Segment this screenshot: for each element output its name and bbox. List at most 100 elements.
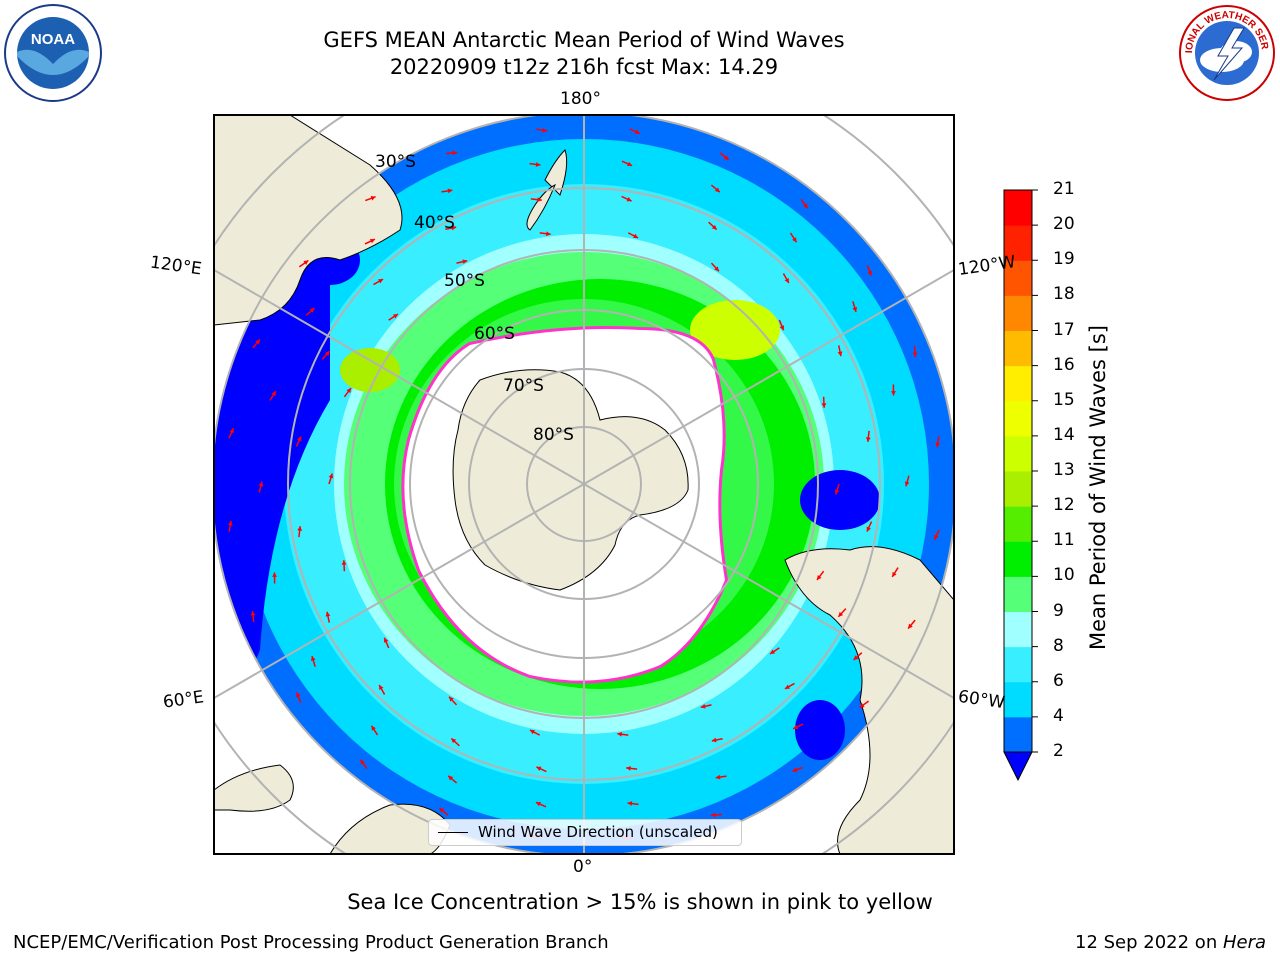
wind-wave-arrowhead — [700, 703, 706, 709]
wind-wave-arrowhead — [379, 684, 384, 690]
wind-wave-arrowhead — [448, 775, 454, 781]
wind-wave-arrowhead — [792, 767, 798, 772]
colorbar-block — [1004, 225, 1032, 261]
wind-wave-arrowhead — [904, 481, 910, 487]
colorbar-block — [1004, 190, 1032, 226]
wind-wave-arrowhead — [816, 575, 822, 580]
wind-wave-arrowhead — [803, 203, 808, 209]
wind-wave-arrowhead — [935, 442, 941, 448]
wind-wave-arrowhead — [626, 765, 631, 771]
footer-date-text: 12 Sep 2022 on — [1075, 932, 1223, 953]
wind-wave-arrowhead — [451, 738, 457, 744]
wind-wave-arrowhead — [821, 403, 827, 408]
wind-wave-arrowhead — [360, 759, 365, 765]
colorbar-block — [1004, 365, 1032, 402]
lon-label-0: 0° — [573, 857, 593, 877]
colorbar-tick-label: 11 — [1053, 530, 1075, 551]
wind-wave-arrowhead — [892, 571, 897, 577]
wind-wave-arrowhead — [908, 623, 913, 629]
wind-wave-arrowhead — [309, 308, 315, 313]
colorbar-block — [1004, 681, 1032, 718]
colorbar-block — [1004, 471, 1032, 507]
wind-wave-arrowhead — [852, 306, 858, 312]
noaa-logo: NOAA — [4, 4, 102, 102]
wind-wave-arrowhead — [439, 808, 445, 813]
wind-wave-arrowhead — [447, 188, 453, 194]
wind-wave-arrowhead — [303, 260, 309, 265]
wind-wave-arrowhead — [627, 161, 633, 167]
colorbar-tick-label: 8 — [1053, 635, 1064, 656]
wind-wave-arrowhead — [838, 611, 844, 617]
wind-wave-arrowhead — [297, 526, 303, 531]
lat-label-30s: 30°S — [375, 152, 416, 172]
wind-wave-arrowhead — [770, 649, 776, 654]
wind-wave-arrowhead — [792, 237, 797, 243]
wind-wave-arrowhead — [617, 731, 623, 737]
lat-label-80s: 80°S — [533, 425, 574, 445]
wind-wave-arrowhead — [272, 572, 277, 577]
lat-label-70s: 70°S — [503, 376, 544, 396]
footer-date: 12 Sep 2022 on Hera — [1075, 932, 1266, 953]
colorbar-block — [1004, 400, 1032, 437]
legend-line-swatch — [438, 832, 468, 833]
wind-wave-arrowhead — [346, 388, 352, 393]
graticule — [214, 115, 954, 854]
colorbar-tick-label: 15 — [1053, 389, 1075, 410]
colorbar-title: Mean Period of Wind Waves [s] — [1086, 325, 1110, 650]
wind-wave-arrowhead — [536, 766, 542, 771]
colorbar-block — [1004, 330, 1032, 367]
wind-wave-arrowhead — [324, 351, 330, 357]
wind-wave-arrowhead — [634, 129, 640, 134]
wind-wave-arrowhead — [891, 391, 896, 396]
wind-wave-arrowhead — [451, 225, 457, 231]
wind-wave-arrowhead — [867, 270, 872, 276]
wind-wave-arrowhead — [378, 279, 384, 284]
colorbar-tick-label: 10 — [1053, 565, 1075, 586]
wind-wave-arrowhead — [633, 233, 639, 239]
wind-wave-arrowhead — [866, 526, 871, 532]
wind-wave-arrowhead — [449, 696, 454, 702]
colorbar-block — [1004, 260, 1032, 296]
wind-wave-arrowhead — [793, 724, 799, 730]
wind-wave-arrowhead — [529, 729, 535, 735]
colorbar — [1003, 189, 1038, 782]
wind-wave-arrowhead — [310, 656, 316, 662]
colorbar-tick-label: 9 — [1053, 600, 1064, 621]
lat-label-50s: 50°S — [444, 271, 485, 291]
wind-wave-arrowhead — [784, 278, 789, 284]
wind-wave-arrowhead — [250, 610, 256, 616]
wind-wave-arrowhead — [865, 437, 871, 442]
wind-wave-arrowhead — [542, 127, 548, 133]
wind-wave-arrowhead — [227, 520, 233, 526]
wind-wave-arrowhead — [255, 339, 260, 345]
wind-wave-arrowhead — [341, 560, 347, 565]
sea-ice-caption: Sea Ice Concentration > 15% is shown in … — [0, 890, 1280, 914]
lat-label-40s: 40°S — [414, 213, 455, 233]
wind-wave-arrowhead — [325, 611, 331, 617]
colorbar-tick-label: 16 — [1053, 354, 1075, 375]
colorbar-tick-label: 12 — [1053, 495, 1075, 516]
colorbar-tick-label: 18 — [1053, 284, 1075, 305]
wind-wave-arrowhead — [714, 187, 720, 193]
wind-wave-arrowhead — [723, 155, 729, 160]
noaa-logo-text: NOAA — [31, 31, 75, 48]
wind-wave-arrowhead — [535, 801, 541, 807]
colorbar-block — [1004, 716, 1032, 753]
wind-wave-arrows — [227, 127, 941, 841]
wind-wave-arrowhead — [627, 801, 633, 806]
wind-wave-arrowhead — [834, 489, 840, 495]
map-legend: Wind Wave Direction (unscaled) — [428, 819, 742, 846]
sea-ice-caption-text: Sea Ice Concentration > 15% is shown in … — [347, 890, 933, 914]
wind-wave-arrowhead — [859, 703, 865, 708]
colorbar-tick-label: 19 — [1053, 249, 1075, 270]
chart-subtitle: 20220909 t12z 216h fcst Max: 14.29 — [389, 55, 779, 79]
wind-wave-arrowhead — [545, 231, 551, 237]
wind-wave-arrowhead — [462, 259, 468, 265]
nws-logo: NATIONAL WEATHER SERVICE — [1178, 4, 1275, 101]
wind-wave-arrowhead — [912, 352, 918, 358]
colorbar-block — [1004, 506, 1032, 542]
wind-wave-arrowhead — [537, 197, 542, 203]
wind-wave-arrowhead — [711, 737, 717, 743]
wind-wave-arrowhead — [710, 812, 716, 818]
colorbar-block — [1004, 435, 1032, 472]
